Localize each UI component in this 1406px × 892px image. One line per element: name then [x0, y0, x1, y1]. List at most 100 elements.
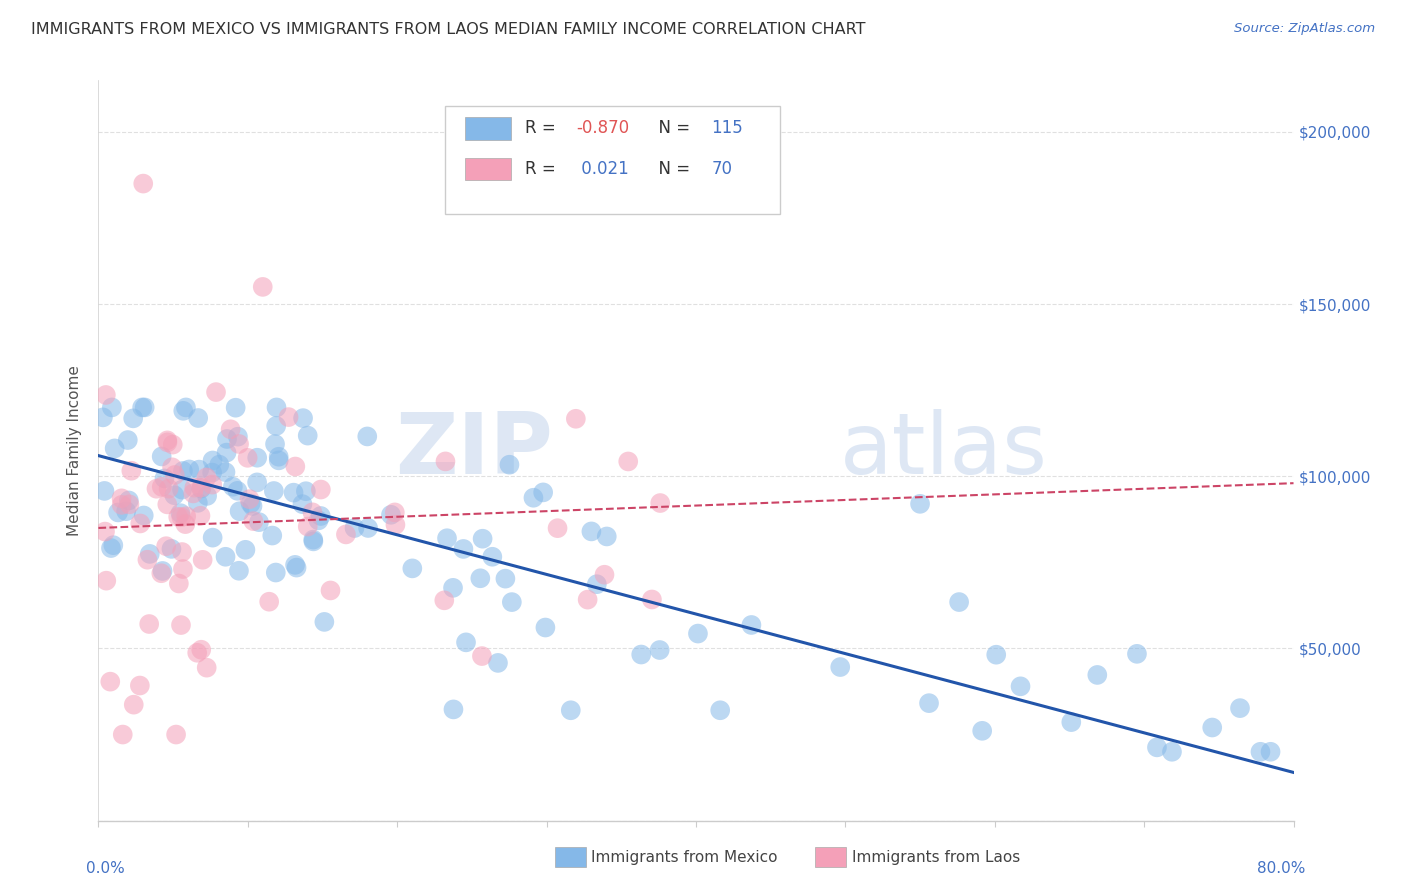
Point [160, 541, 183, 556]
Point [709, 703, 731, 717]
Point [585, 577, 607, 591]
Point [343, 521, 366, 535]
Point [172, 545, 194, 559]
Text: Immigrants from Mexico: Immigrants from Mexico [591, 850, 778, 864]
Text: 115: 115 [711, 120, 744, 137]
Point [380, 508, 402, 522]
Point [531, 485, 554, 500]
Point [1010, 679, 1032, 693]
Point [235, 542, 257, 557]
Text: N =: N = [648, 161, 696, 178]
Point [1229, 701, 1251, 715]
Point [284, 558, 307, 572]
Point [433, 593, 456, 607]
Point [498, 458, 520, 472]
Point [262, 528, 284, 542]
Point [740, 618, 762, 632]
Point [284, 459, 307, 474]
Point [357, 521, 380, 535]
Point [266, 401, 288, 415]
Point [153, 471, 176, 485]
Point [190, 642, 212, 657]
FancyBboxPatch shape [465, 158, 510, 180]
Point [596, 529, 619, 543]
Point [441, 581, 464, 595]
Point [257, 595, 280, 609]
Point [308, 513, 330, 527]
Point [972, 723, 994, 738]
Point [291, 497, 314, 511]
Point [264, 419, 287, 434]
Point [470, 571, 492, 585]
Point [219, 422, 242, 436]
Point [122, 411, 145, 425]
Point [547, 521, 569, 535]
Point [110, 491, 132, 506]
Point [157, 482, 180, 496]
Point [136, 552, 159, 566]
Point [190, 482, 212, 496]
Point [111, 727, 134, 741]
Point [118, 497, 141, 511]
Text: ZIP: ZIP [395, 409, 553, 492]
Point [228, 504, 250, 518]
Point [453, 541, 475, 556]
Point [225, 401, 247, 415]
Point [314, 615, 336, 629]
Point [170, 618, 193, 632]
Point [401, 561, 423, 575]
Point [165, 727, 187, 741]
Point [172, 562, 194, 576]
Point [302, 533, 325, 547]
Point [145, 482, 167, 496]
Point [138, 617, 160, 632]
Point [107, 505, 129, 519]
Point [94, 524, 117, 539]
Point [132, 177, 155, 191]
Text: Immigrants from Laos: Immigrants from Laos [852, 850, 1021, 864]
Point [1161, 745, 1184, 759]
FancyBboxPatch shape [446, 106, 780, 213]
Point [104, 442, 127, 456]
Point [1146, 740, 1168, 755]
Point [1085, 668, 1108, 682]
Point [481, 549, 503, 564]
Point [650, 496, 672, 510]
Point [174, 401, 197, 415]
Point [93, 483, 115, 498]
Point [1260, 745, 1282, 759]
Point [118, 493, 141, 508]
Point [122, 698, 145, 712]
Point [252, 280, 274, 294]
Point [226, 430, 249, 444]
Point [183, 481, 205, 495]
Text: atlas: atlas [839, 409, 1047, 492]
Point [139, 547, 162, 561]
Point [208, 458, 231, 472]
Point [156, 434, 179, 448]
Point [309, 508, 332, 523]
Point [830, 660, 852, 674]
Point [593, 567, 616, 582]
Point [201, 466, 224, 480]
Point [186, 646, 208, 660]
Point [617, 454, 640, 468]
Point [100, 541, 122, 555]
Text: 80.0%: 80.0% [1257, 862, 1306, 876]
Point [181, 486, 204, 500]
Point [190, 508, 212, 523]
Point [160, 460, 183, 475]
Point [1249, 745, 1271, 759]
Point [277, 410, 299, 425]
Point [167, 509, 190, 524]
Point [179, 462, 201, 476]
Point [163, 467, 186, 482]
Point [297, 519, 319, 533]
Point [195, 489, 218, 503]
Point [190, 481, 212, 495]
Point [98, 674, 121, 689]
Point [150, 566, 173, 581]
Point [301, 505, 323, 519]
Point [214, 549, 236, 564]
Text: 0.021: 0.021 [576, 161, 630, 178]
